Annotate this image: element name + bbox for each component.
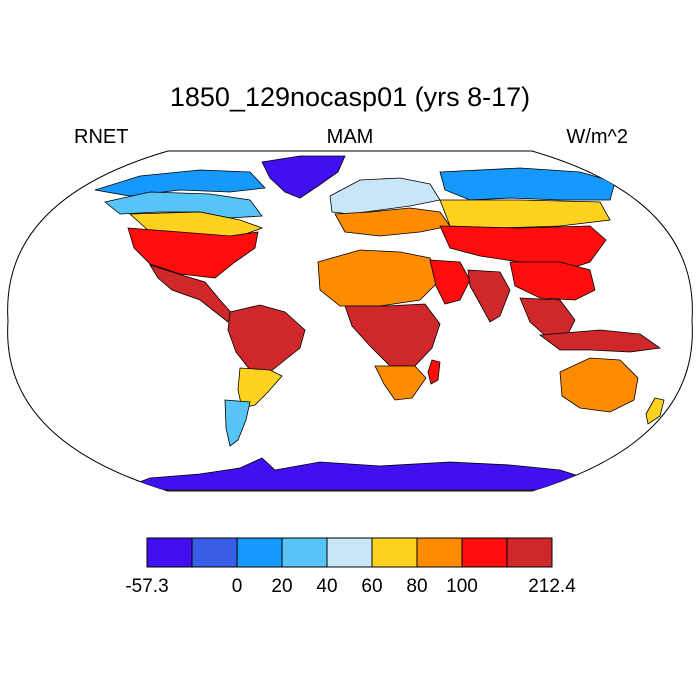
region-southern-africa (374, 365, 427, 401)
colorbar-box (146, 537, 193, 568)
colorbar-box (506, 537, 553, 568)
colorbar-tick-label: 100 (446, 576, 478, 597)
region-greenland (261, 155, 346, 199)
region-usa (127, 227, 259, 279)
colorbar-tick-label: 60 (361, 576, 383, 597)
colorbar-box (461, 537, 508, 568)
region-siberia (439, 167, 616, 201)
colorbar-box (281, 537, 328, 568)
plot-title: 1850_129nocasp01 (yrs 8-17) (169, 82, 531, 112)
region-new-zealand (645, 397, 665, 425)
region-sahara (317, 249, 441, 307)
colorbar-box (371, 537, 418, 568)
region-europe-north (329, 177, 441, 215)
region-patagonia (224, 399, 251, 447)
colorbar-tick-label: -57.3 (125, 576, 169, 597)
units-label: W/m^2 (566, 126, 628, 148)
region-indonesia (538, 329, 662, 353)
land-regions (94, 155, 665, 491)
colorbar-box (191, 537, 238, 568)
colorbar-box (416, 537, 463, 568)
season-label: MAM (326, 126, 374, 148)
colorbar-tick-label: 0 (231, 576, 243, 597)
colorbar-tick-label: 212.4 (528, 576, 576, 597)
region-madagascar (427, 359, 441, 385)
colorbar-tick-label: 40 (316, 576, 338, 597)
region-south-america-north (227, 304, 306, 373)
colorbar-tick-label: 80 (406, 576, 428, 597)
colorbar-box (326, 537, 373, 568)
region-australia (559, 357, 639, 413)
region-central-africa (344, 303, 441, 367)
region-south-america-south (237, 367, 283, 409)
region-china (509, 261, 596, 301)
variable-label: RNET (74, 126, 129, 148)
region-canada-north (104, 191, 263, 219)
colorbar-tick-label: 20 (271, 576, 293, 597)
region-arabia (429, 259, 471, 305)
region-india (467, 269, 511, 323)
colorbar-box (236, 537, 283, 568)
